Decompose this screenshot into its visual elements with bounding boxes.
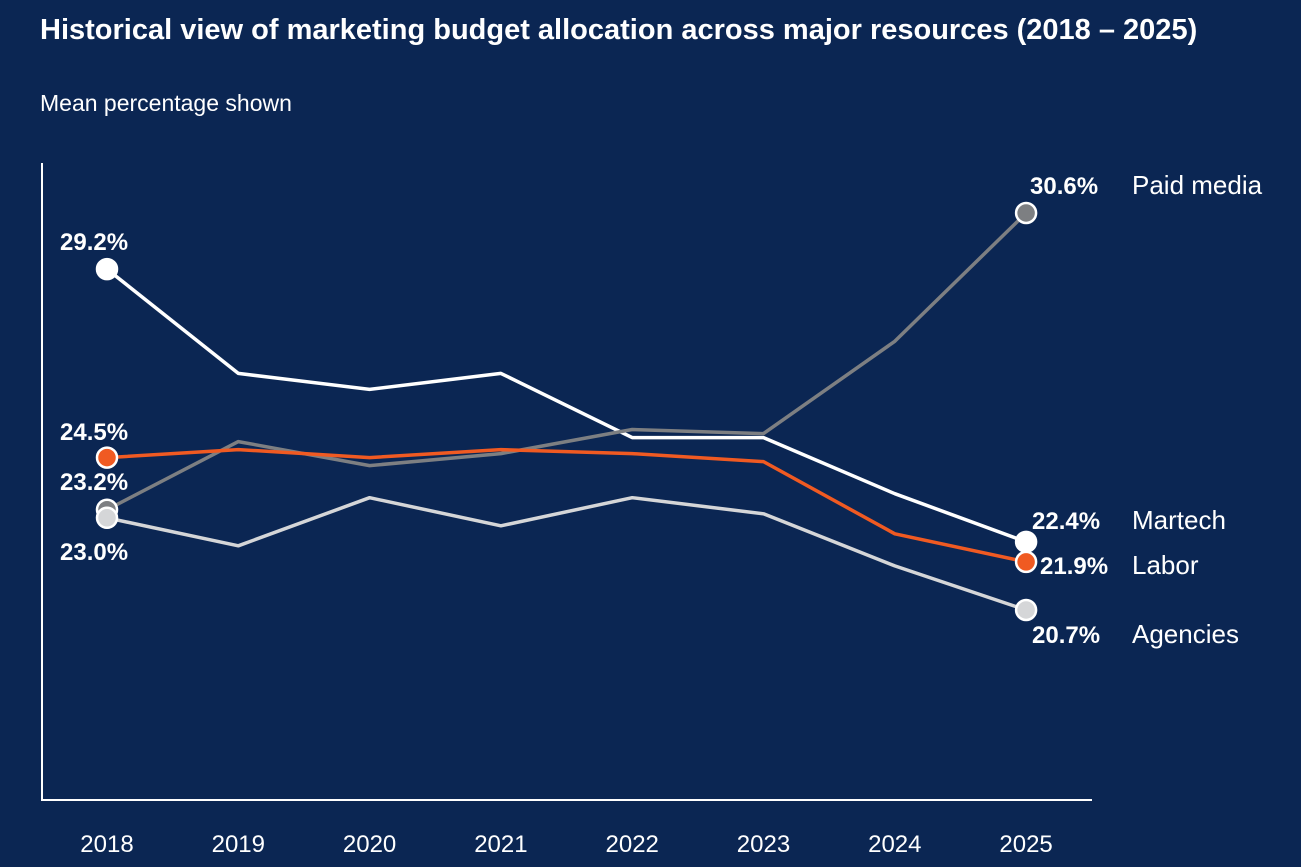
start-value-label-labor: 24.5% xyxy=(60,419,128,446)
series-name-label-paid-media: Paid media xyxy=(1132,170,1263,200)
x-tick-label: 2020 xyxy=(343,831,396,858)
x-tick-label: 2021 xyxy=(474,831,527,858)
end-value-label-paid-media: 30.6% xyxy=(1030,173,1098,200)
data-point-paid-media xyxy=(1014,201,1038,225)
data-point-labor xyxy=(95,446,119,469)
data-point-agencies xyxy=(1014,598,1038,622)
series-line-paid-media xyxy=(106,211,1028,512)
end-value-label-martech: 22.4% xyxy=(1032,508,1100,535)
x-tick-label: 2025 xyxy=(999,831,1052,858)
data-point-labor xyxy=(1014,550,1038,574)
chart-subtitle: Mean percentage shown xyxy=(40,90,292,116)
start-value-label-paid-media: 23.2% xyxy=(60,469,128,496)
data-point-agencies xyxy=(95,506,119,530)
series-line-labor xyxy=(106,447,1027,564)
series-name-label-agencies: Agencies xyxy=(1132,619,1239,649)
start-value-label-martech: 29.2% xyxy=(60,229,128,256)
x-tick-label: 2019 xyxy=(212,831,265,858)
series-name-label-labor: Labor xyxy=(1132,550,1199,580)
chart-title: Historical view of marketing budget allo… xyxy=(40,14,1198,46)
x-tick-label: 2018 xyxy=(80,831,133,858)
series-name-label-martech: Martech xyxy=(1132,505,1226,535)
series-line-agencies xyxy=(106,495,1027,612)
x-tick-label: 2023 xyxy=(737,831,790,858)
data-point-martech xyxy=(95,257,119,281)
end-value-label-agencies: 20.7% xyxy=(1032,622,1100,649)
end-value-label-labor: 21.9% xyxy=(1040,553,1108,580)
series-line-martech xyxy=(105,267,1027,544)
x-tick-label: 2022 xyxy=(606,831,659,858)
start-value-label-agencies: 23.0% xyxy=(60,539,128,566)
x-tick-label: 2024 xyxy=(868,831,921,858)
